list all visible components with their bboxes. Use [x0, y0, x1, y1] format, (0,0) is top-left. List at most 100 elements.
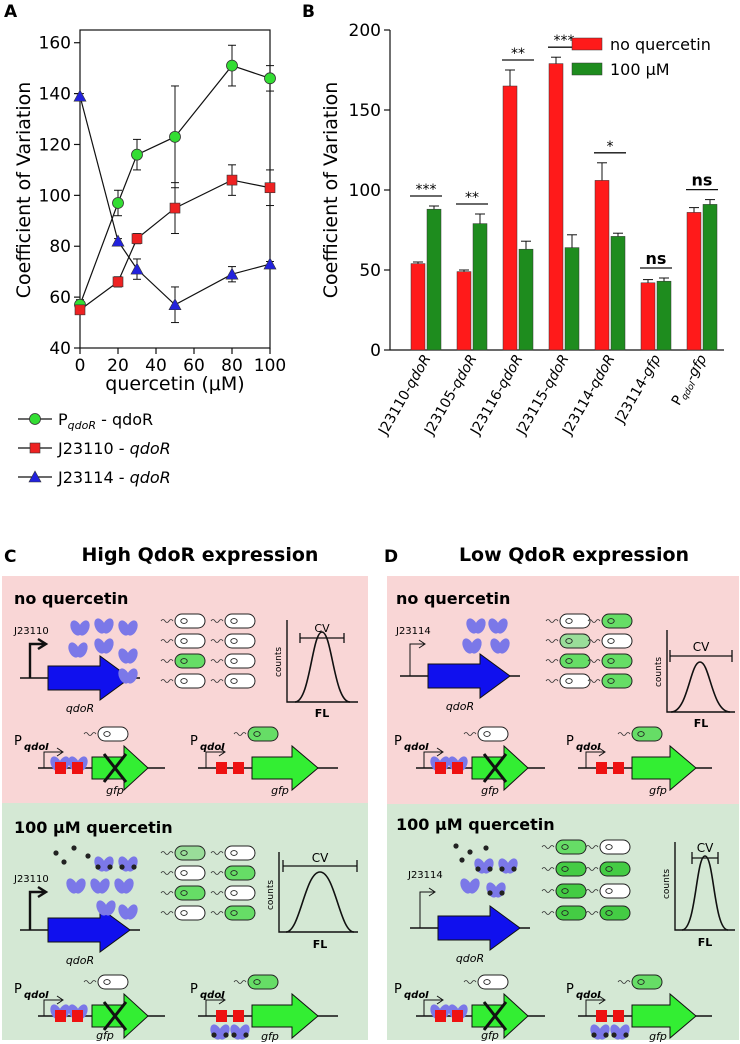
b-bar	[702, 204, 718, 351]
b-significance: ***	[554, 33, 575, 49]
diagram-c: High QdoR expression no quercetin 100 μM…	[2, 544, 368, 1043]
b-significance: ns	[692, 171, 713, 190]
svg-text:qdoI: qdoI	[404, 990, 429, 1001]
svg-text:gfp: gfp	[261, 1030, 279, 1043]
d-top-operon-repressed: P qdoI gfp	[394, 726, 545, 797]
a-legend-marker	[29, 442, 41, 454]
a-legend-marker	[28, 470, 42, 483]
c-bottom-qdor-gene	[47, 907, 131, 953]
d-quercetin-label: 100 μM quercetin	[396, 815, 555, 834]
c-top-fl: FL	[315, 707, 330, 720]
svg-text:gfp: gfp	[481, 784, 499, 797]
a-ytick-label: 160	[39, 34, 71, 54]
d-bottom-counts: counts	[662, 869, 672, 899]
svg-text:qdoI: qdoI	[200, 990, 225, 1001]
svg-text:qdoI: qdoI	[576, 742, 601, 753]
diagram-d-title: Low QdoR expression	[459, 544, 689, 566]
svg-text:qdoI: qdoI	[200, 742, 225, 753]
c-top-counts: counts	[274, 647, 284, 677]
b-legend-swatch	[571, 62, 603, 76]
b-bar	[686, 212, 702, 351]
svg-text:qdoI: qdoI	[24, 742, 49, 753]
b-significance: **	[465, 190, 479, 206]
a-series-line	[79, 64, 271, 305]
d-bottom-histogram: CV counts FL	[662, 841, 735, 949]
b-bar	[656, 280, 672, 351]
c-top-operon-active: P qdoI gfp	[190, 726, 338, 797]
svg-text:gfp: gfp	[649, 1030, 667, 1043]
b-bar	[502, 85, 518, 351]
a-point	[226, 59, 238, 72]
chart-a-legend: PqdoR - qdoR J23110 - qdoR J23114 - qdoR	[18, 410, 171, 487]
c-top-gene-label: qdoR	[66, 702, 94, 715]
a-ytick-label: 120	[39, 135, 71, 155]
svg-text:gfp: gfp	[271, 784, 289, 797]
c-bottom-histogram: CV counts FL	[266, 851, 358, 951]
c-top-histogram: CV counts FL	[274, 620, 358, 720]
svg-text:P: P	[566, 734, 574, 749]
chart-b-legend: no quercetin 100 μM	[571, 35, 711, 79]
a-point	[131, 148, 143, 161]
c-bottom-cv: CV	[312, 851, 329, 865]
c-bottom-quercetin-dots	[53, 845, 91, 865]
d-top-operon-active: P qdoI gfp	[566, 726, 712, 797]
a-xtick-label: 40	[145, 356, 167, 376]
svg-text:P: P	[190, 734, 198, 749]
b-bar	[410, 263, 426, 351]
a-xtick-label: 80	[221, 356, 243, 376]
b-bar	[518, 248, 534, 351]
svg-text:P: P	[394, 734, 402, 749]
a-point	[225, 267, 239, 280]
b-bar	[548, 63, 564, 351]
a-point	[168, 298, 182, 311]
a-legend-label: J23114 - qdoR	[57, 468, 171, 487]
svg-text:qdoI: qdoI	[404, 742, 429, 753]
a-ytick-label: 80	[49, 237, 71, 257]
b-bar	[594, 180, 610, 351]
chart-b-ylabel: Coefficient of Variation	[320, 82, 342, 299]
d-bottom-quercetin-dots	[453, 843, 489, 863]
svg-text:P: P	[190, 982, 198, 997]
a-legend-label: J23110 - qdoR	[57, 439, 171, 458]
svg-text:P: P	[14, 982, 22, 997]
b-legend-label: 100 μM	[610, 60, 670, 79]
d-top-counts: counts	[654, 657, 664, 687]
c-top-promoter-arrow	[28, 642, 44, 678]
a-point	[264, 72, 276, 85]
a-xtick-label: 20	[107, 356, 129, 376]
c-bottom-counts: counts	[266, 880, 276, 910]
a-point	[169, 202, 181, 214]
chart-a-xlabel: quercetin (μM)	[105, 373, 244, 395]
d-bottom-gene-label: qdoR	[456, 952, 484, 965]
b-significance: *	[607, 139, 614, 155]
d-top-promoter: J23114	[395, 626, 431, 637]
d-top-fl: FL	[694, 717, 709, 730]
d-bottom-operon-repressed: P qdoI gfp	[394, 974, 545, 1042]
a-ytick-label: 140	[39, 85, 71, 105]
a-ytick-label: 100	[39, 186, 71, 206]
d-top-histogram: CV counts FL	[654, 630, 735, 730]
a-point	[130, 262, 144, 275]
panel-label-b: B	[302, 2, 315, 22]
d-bottom-fl: FL	[698, 936, 713, 949]
a-series-line	[79, 179, 271, 311]
svg-text:qdoI: qdoI	[576, 990, 601, 1001]
b-ytick-label: 200	[349, 21, 381, 41]
chart-a-ylabel: Coefficient of Variation	[13, 82, 35, 299]
c-bottom-promoter: J23110	[13, 874, 49, 885]
b-bar	[610, 236, 626, 351]
b-ytick-label: 0	[370, 341, 381, 361]
a-legend-marker	[29, 413, 41, 425]
svg-text:P: P	[394, 982, 402, 997]
d-top-cv: CV	[693, 640, 710, 654]
a-point	[264, 182, 276, 194]
panel-label-d: D	[384, 547, 398, 567]
b-bar	[472, 223, 488, 351]
b-bar	[426, 208, 442, 351]
b-bar	[564, 247, 580, 351]
b-significance: **	[511, 46, 525, 62]
a-point	[131, 233, 143, 244]
a-series-line	[79, 95, 271, 306]
svg-text:gfp: gfp	[649, 784, 667, 797]
